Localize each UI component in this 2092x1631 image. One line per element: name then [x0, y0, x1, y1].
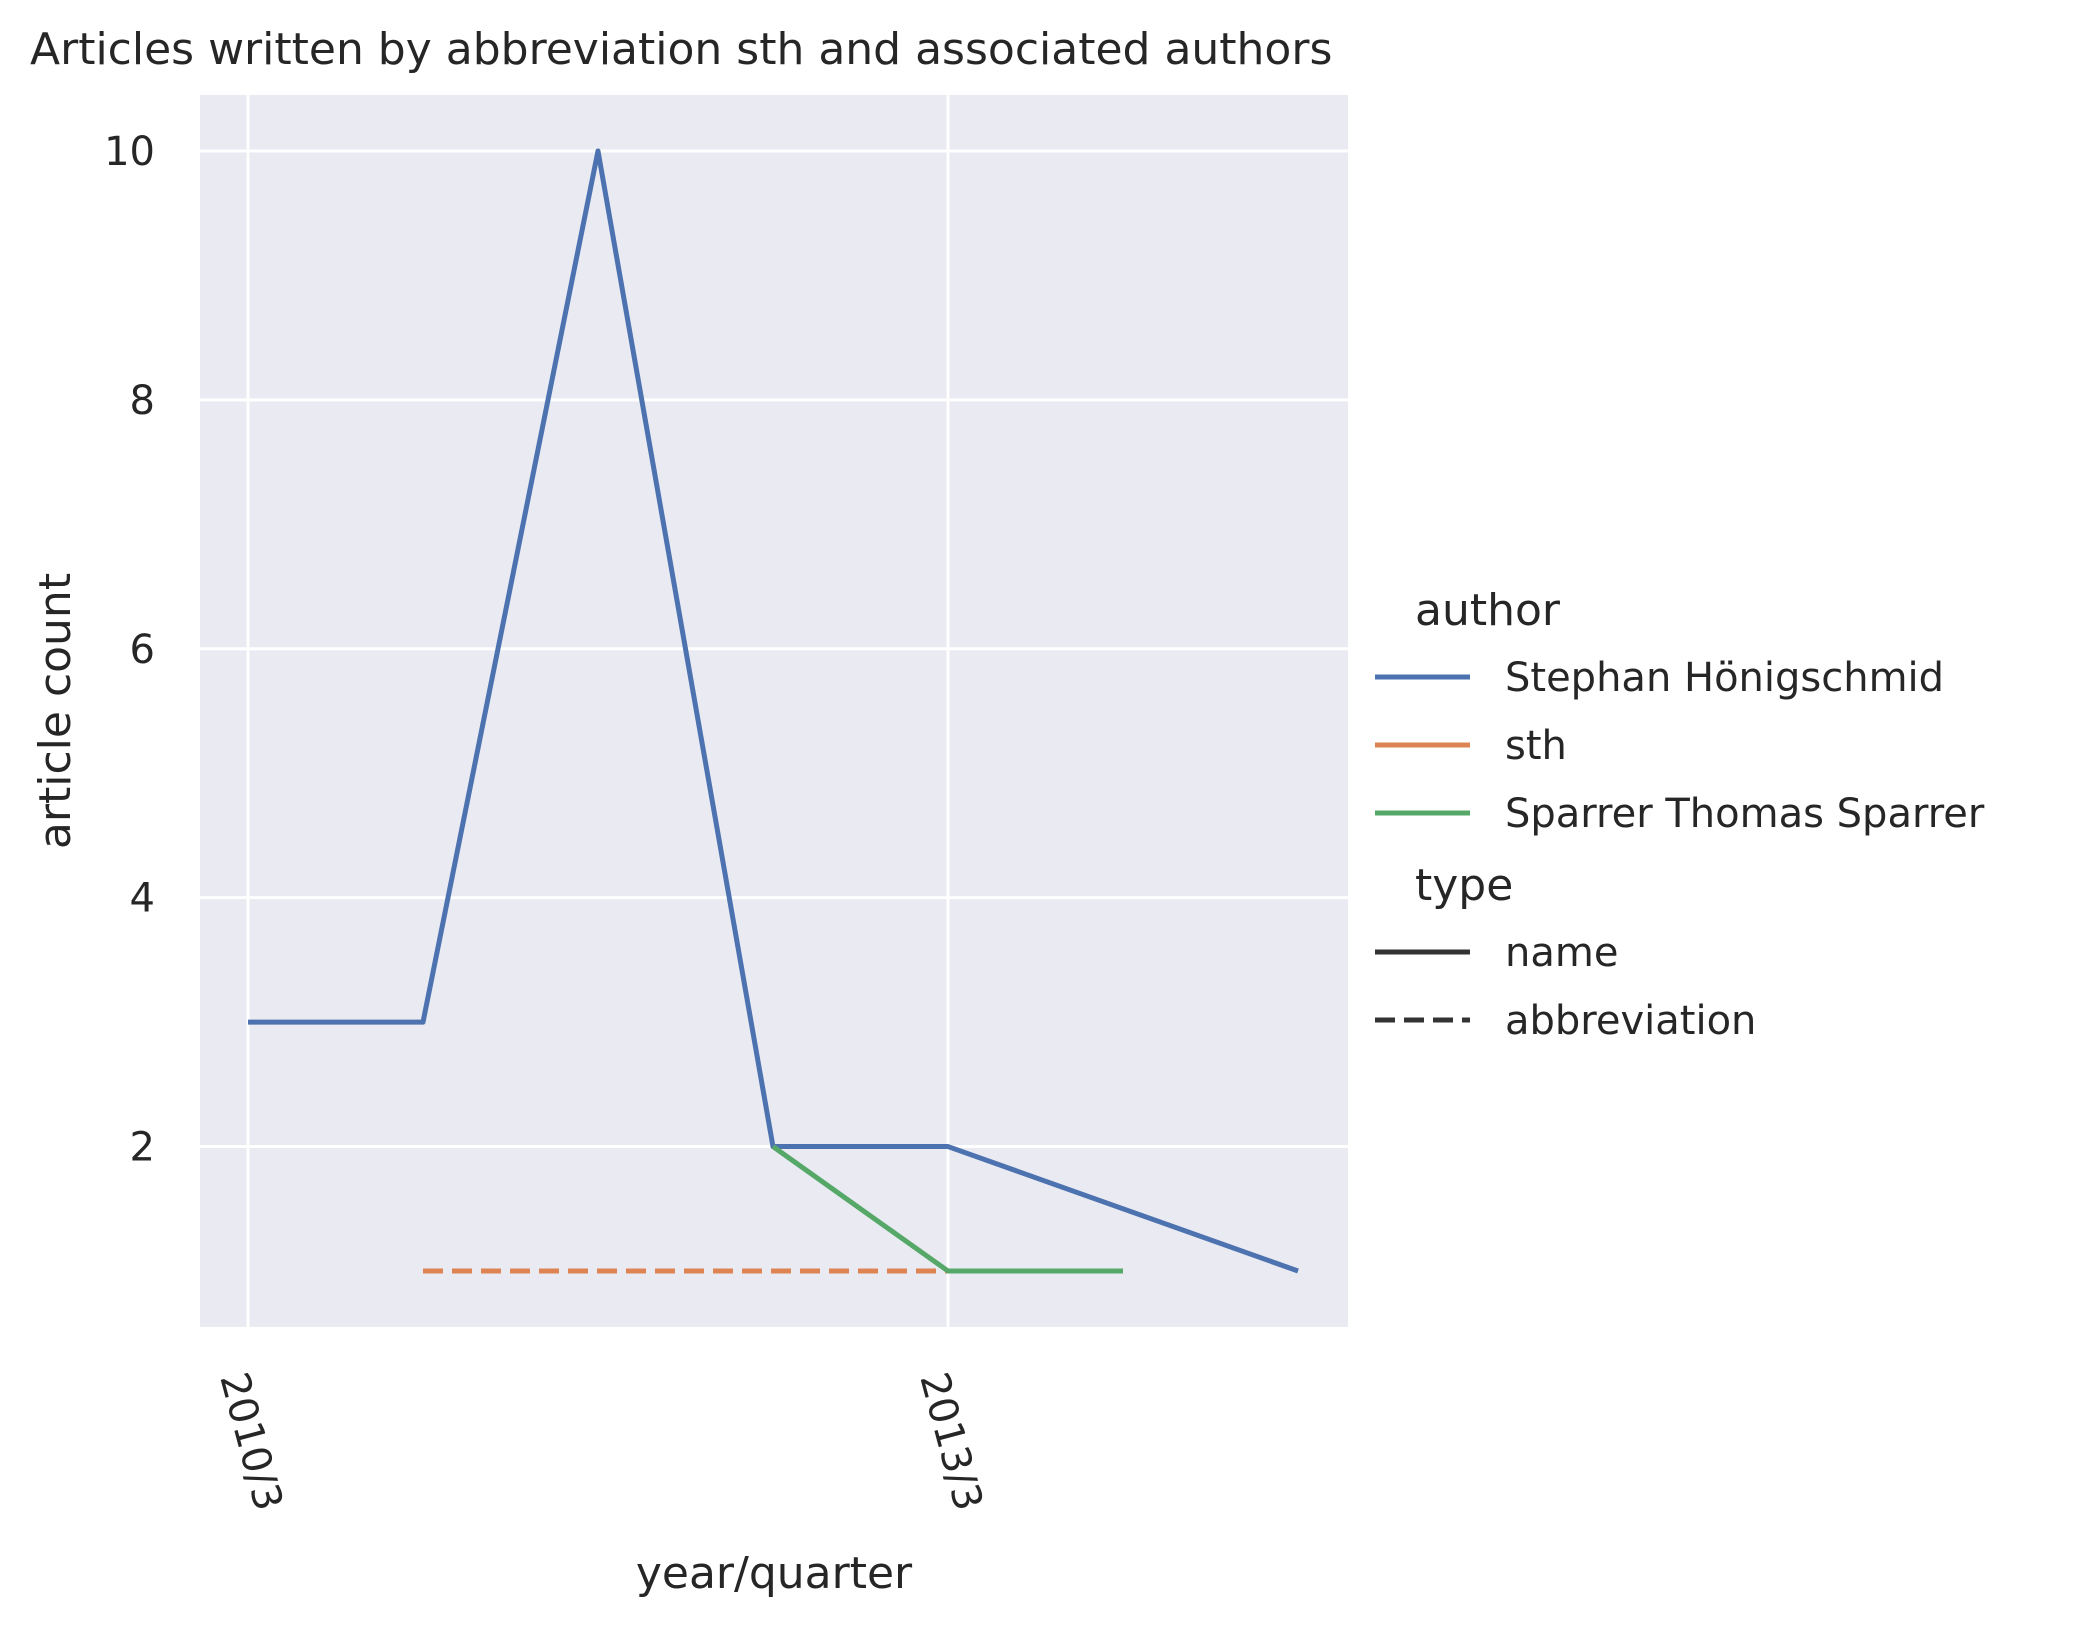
x-axis-ticks: 2010/3 2013/3: [210, 1368, 991, 1516]
chart-title: Articles written by abbreviation sth and…: [30, 24, 1332, 75]
series-line: [248, 148, 1299, 1274]
y-tick-label: 6: [130, 627, 155, 673]
y-tick-label: 2: [130, 1125, 155, 1171]
y-tick-label: 10: [104, 129, 155, 175]
y-axis-ticks: 2 4 6 8 10: [104, 129, 155, 1171]
series-line: [771, 1144, 1123, 1274]
x-axis-label: year/quarter: [636, 1548, 913, 1599]
legend-entry-label: name: [1505, 930, 1618, 976]
legend-title-type: type: [1415, 860, 1513, 911]
grid-lines: [200, 95, 1348, 1327]
legend-entry-label: Sparrer Thomas Sparrer: [1505, 791, 1985, 837]
y-axis-label: article count: [30, 573, 81, 849]
legend-entry-label: abbreviation: [1505, 998, 1756, 1044]
series-lines: [248, 148, 1299, 1274]
plot-area: [200, 95, 1348, 1327]
x-tick-label: 2010/3: [210, 1368, 291, 1516]
y-tick-label: 4: [130, 876, 155, 922]
y-tick-label: 8: [130, 378, 155, 424]
legend-title-author: author: [1415, 585, 1561, 636]
legend-entry-label: Stephan Hönigschmid: [1505, 655, 1944, 701]
legend-entry-label: sth: [1505, 723, 1567, 769]
x-tick-label: 2013/3: [910, 1368, 991, 1516]
legend: author Stephan Hönigschmid sth Sparrer Thom…: [1375, 585, 1985, 1044]
